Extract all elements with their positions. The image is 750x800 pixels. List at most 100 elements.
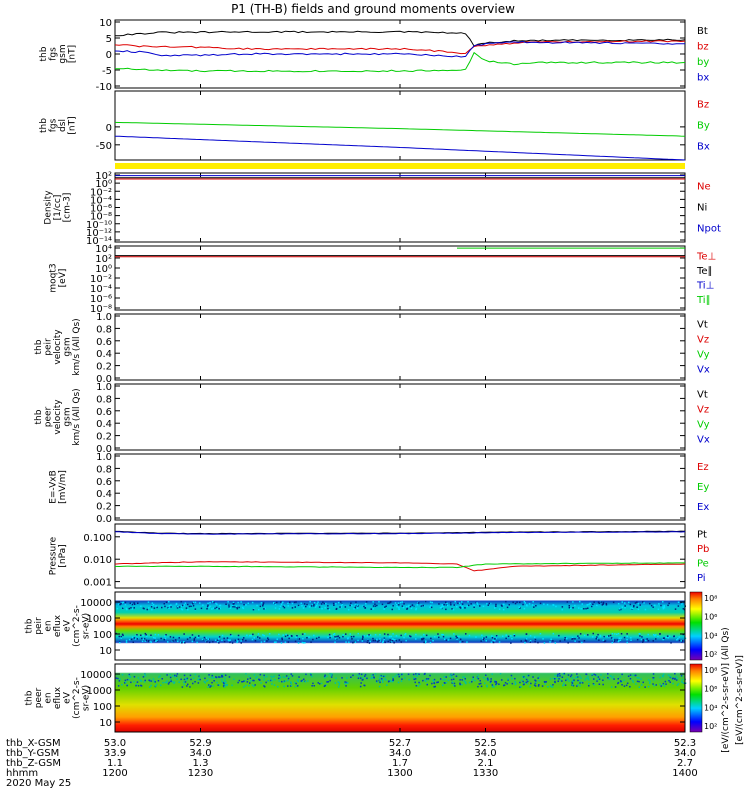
y-axis-label: velocity	[53, 399, 63, 435]
colorbar-tick-label: 10⁴	[704, 703, 717, 712]
legend-entry: Pb	[697, 544, 709, 555]
y-axis-label: peer	[44, 406, 54, 427]
y-tick-label: 0.0	[96, 374, 112, 385]
colorbar-tick-label: 10⁸	[704, 666, 717, 675]
panel-6: 1.00.8 0.60.4 0.20.0 thb peer velocity gsm km/s…	[34, 382, 710, 455]
panel-7: 1.00.8 0.60.4 0.20.0 E=-VxB [mV/m] Ez Ey Ex	[48, 452, 709, 525]
colorbar	[689, 591, 703, 661]
series-line	[114, 561, 686, 572]
legend-entry: Vz	[697, 335, 709, 346]
colorbar-tick-label: 10⁴	[704, 631, 717, 640]
y-axis-label: thb	[39, 46, 49, 61]
x-tick-label: 1330	[473, 768, 498, 779]
spectrogram-speckle	[115, 600, 687, 644]
y-tick-label: 0.8	[96, 324, 112, 335]
x-row-label: thb_Y-GSM	[6, 748, 59, 759]
y-tick-label: 10	[99, 18, 112, 29]
legend-entry: Vz	[697, 405, 709, 416]
y-tick-label: 10	[99, 718, 112, 729]
colorbar-tick-label: 10⁶	[704, 613, 717, 622]
panel-2: 0 -50 thb fgs dsl [nT] Bz By Bx	[39, 90, 710, 161]
x-tick-label: 1.7	[392, 758, 408, 769]
series-line	[114, 40, 686, 55]
legend-entry: Ni	[697, 203, 707, 214]
y-axis-label: [nT]	[67, 116, 77, 134]
y-axis-label: [nPa]	[58, 544, 68, 567]
y-tick-label: 0.4	[96, 489, 112, 500]
legend-entry: Vt	[697, 390, 708, 401]
y-axis-label: [eV]	[58, 269, 68, 288]
y-tick-label: 1000	[87, 686, 112, 697]
panel-1: 10 5 0 -5 -10 thb fgs gsm [nT] Bt bz by bx	[39, 18, 710, 93]
colorbar-label: [eV/(cm^2-s-sr-eV)]	[735, 655, 745, 745]
y-axis-label: gsm	[63, 407, 73, 426]
y-tick-label: 1.0	[96, 312, 112, 323]
panel-frame	[114, 453, 686, 521]
x-tick-label: 33.9	[104, 748, 126, 759]
y-tick-label: 10⁻⁴	[90, 195, 112, 206]
y-axis-label: eV	[63, 619, 73, 632]
y-axis-label: thb	[39, 118, 49, 133]
x-tick-label: 2.1	[478, 758, 494, 769]
colorbar	[689, 663, 703, 733]
legend-entry: Pe	[697, 558, 709, 569]
legend-entry: Ti∥	[696, 295, 711, 306]
y-tick-label: 10⁰	[95, 264, 112, 275]
y-tick-label: 1.0	[96, 382, 112, 393]
legend-entry: by	[697, 57, 709, 68]
date-label: 2020 May 25	[6, 778, 71, 789]
y-tick-label: 0.0	[96, 444, 112, 455]
x-row-label: thb_X-GSM	[6, 738, 61, 749]
panel-8: 0.100 0.010 0.001 Pressure [nPa] Pt Pb Pe Pi	[48, 523, 709, 589]
y-tick-label: 0.8	[96, 464, 112, 475]
x-tick-label: 34.0	[674, 748, 696, 759]
legend-entry: Vt	[697, 320, 708, 331]
x-tick-label: 1300	[387, 768, 412, 779]
legend-entry: Te⊥	[696, 251, 716, 262]
y-tick-label: 100	[93, 702, 112, 713]
legend-entry: Bz	[697, 100, 709, 111]
legend-entry: Vx	[697, 435, 710, 446]
y-tick-label: 10⁻²	[90, 187, 112, 198]
panel-10: 10⁸ 10⁶ 10⁴ 10² [eV/(cm^2-s-sr-eV)] 10000 1000…	[25, 655, 746, 745]
colorbar-tick-label: 10⁶	[704, 685, 717, 694]
y-tick-label: 0.6	[96, 407, 112, 418]
spectrogram	[115, 664, 685, 732]
legend-entry: Ez	[697, 462, 709, 473]
y-tick-label: 10⁻⁶	[90, 294, 112, 305]
x-tick-label: 52.7	[389, 738, 411, 749]
y-tick-label: 10⁻¹⁰	[86, 220, 112, 231]
x-tick-label: 1.1	[107, 758, 123, 769]
legend-entry: Ne	[697, 182, 711, 193]
x-tick-label: 52.5	[474, 738, 496, 749]
y-axis-label: thb	[25, 618, 35, 633]
panel-frame	[114, 90, 686, 161]
y-axis-label: sr-eV)	[82, 613, 92, 639]
y-tick-label: 10000	[80, 598, 112, 609]
x-tick-label: 2.7	[677, 758, 693, 769]
y-axis-label: eV	[63, 691, 73, 704]
colorbar-tick-label: 10²	[704, 722, 717, 731]
legend-entry: Vx	[697, 365, 710, 376]
y-axis-label: velocity	[53, 329, 63, 365]
coverage-bar	[115, 163, 685, 169]
series-line	[114, 135, 686, 161]
y-tick-label: 0.0	[96, 514, 112, 525]
legend-entry: Npot	[697, 224, 721, 235]
series-line	[114, 562, 685, 569]
legend-entry: Bt	[697, 26, 708, 37]
x-tick-label: 53.0	[104, 738, 126, 749]
panel-frame	[114, 313, 686, 381]
colorbar-tick-label: 10²	[704, 650, 717, 659]
y-tick-label: -50	[96, 141, 112, 152]
legend-entry: bz	[697, 41, 709, 52]
y-tick-label: 1.0	[96, 452, 112, 463]
legend-entry: Ex	[697, 502, 709, 513]
y-axis-label: thb	[34, 339, 44, 354]
y-axis-label: Density	[44, 190, 54, 225]
x-tick-label: 1.3	[193, 758, 209, 769]
y-tick-label: 100	[93, 630, 112, 641]
y-axis-label: gsm	[58, 44, 68, 63]
y-tick-label: 0.2	[96, 432, 112, 443]
